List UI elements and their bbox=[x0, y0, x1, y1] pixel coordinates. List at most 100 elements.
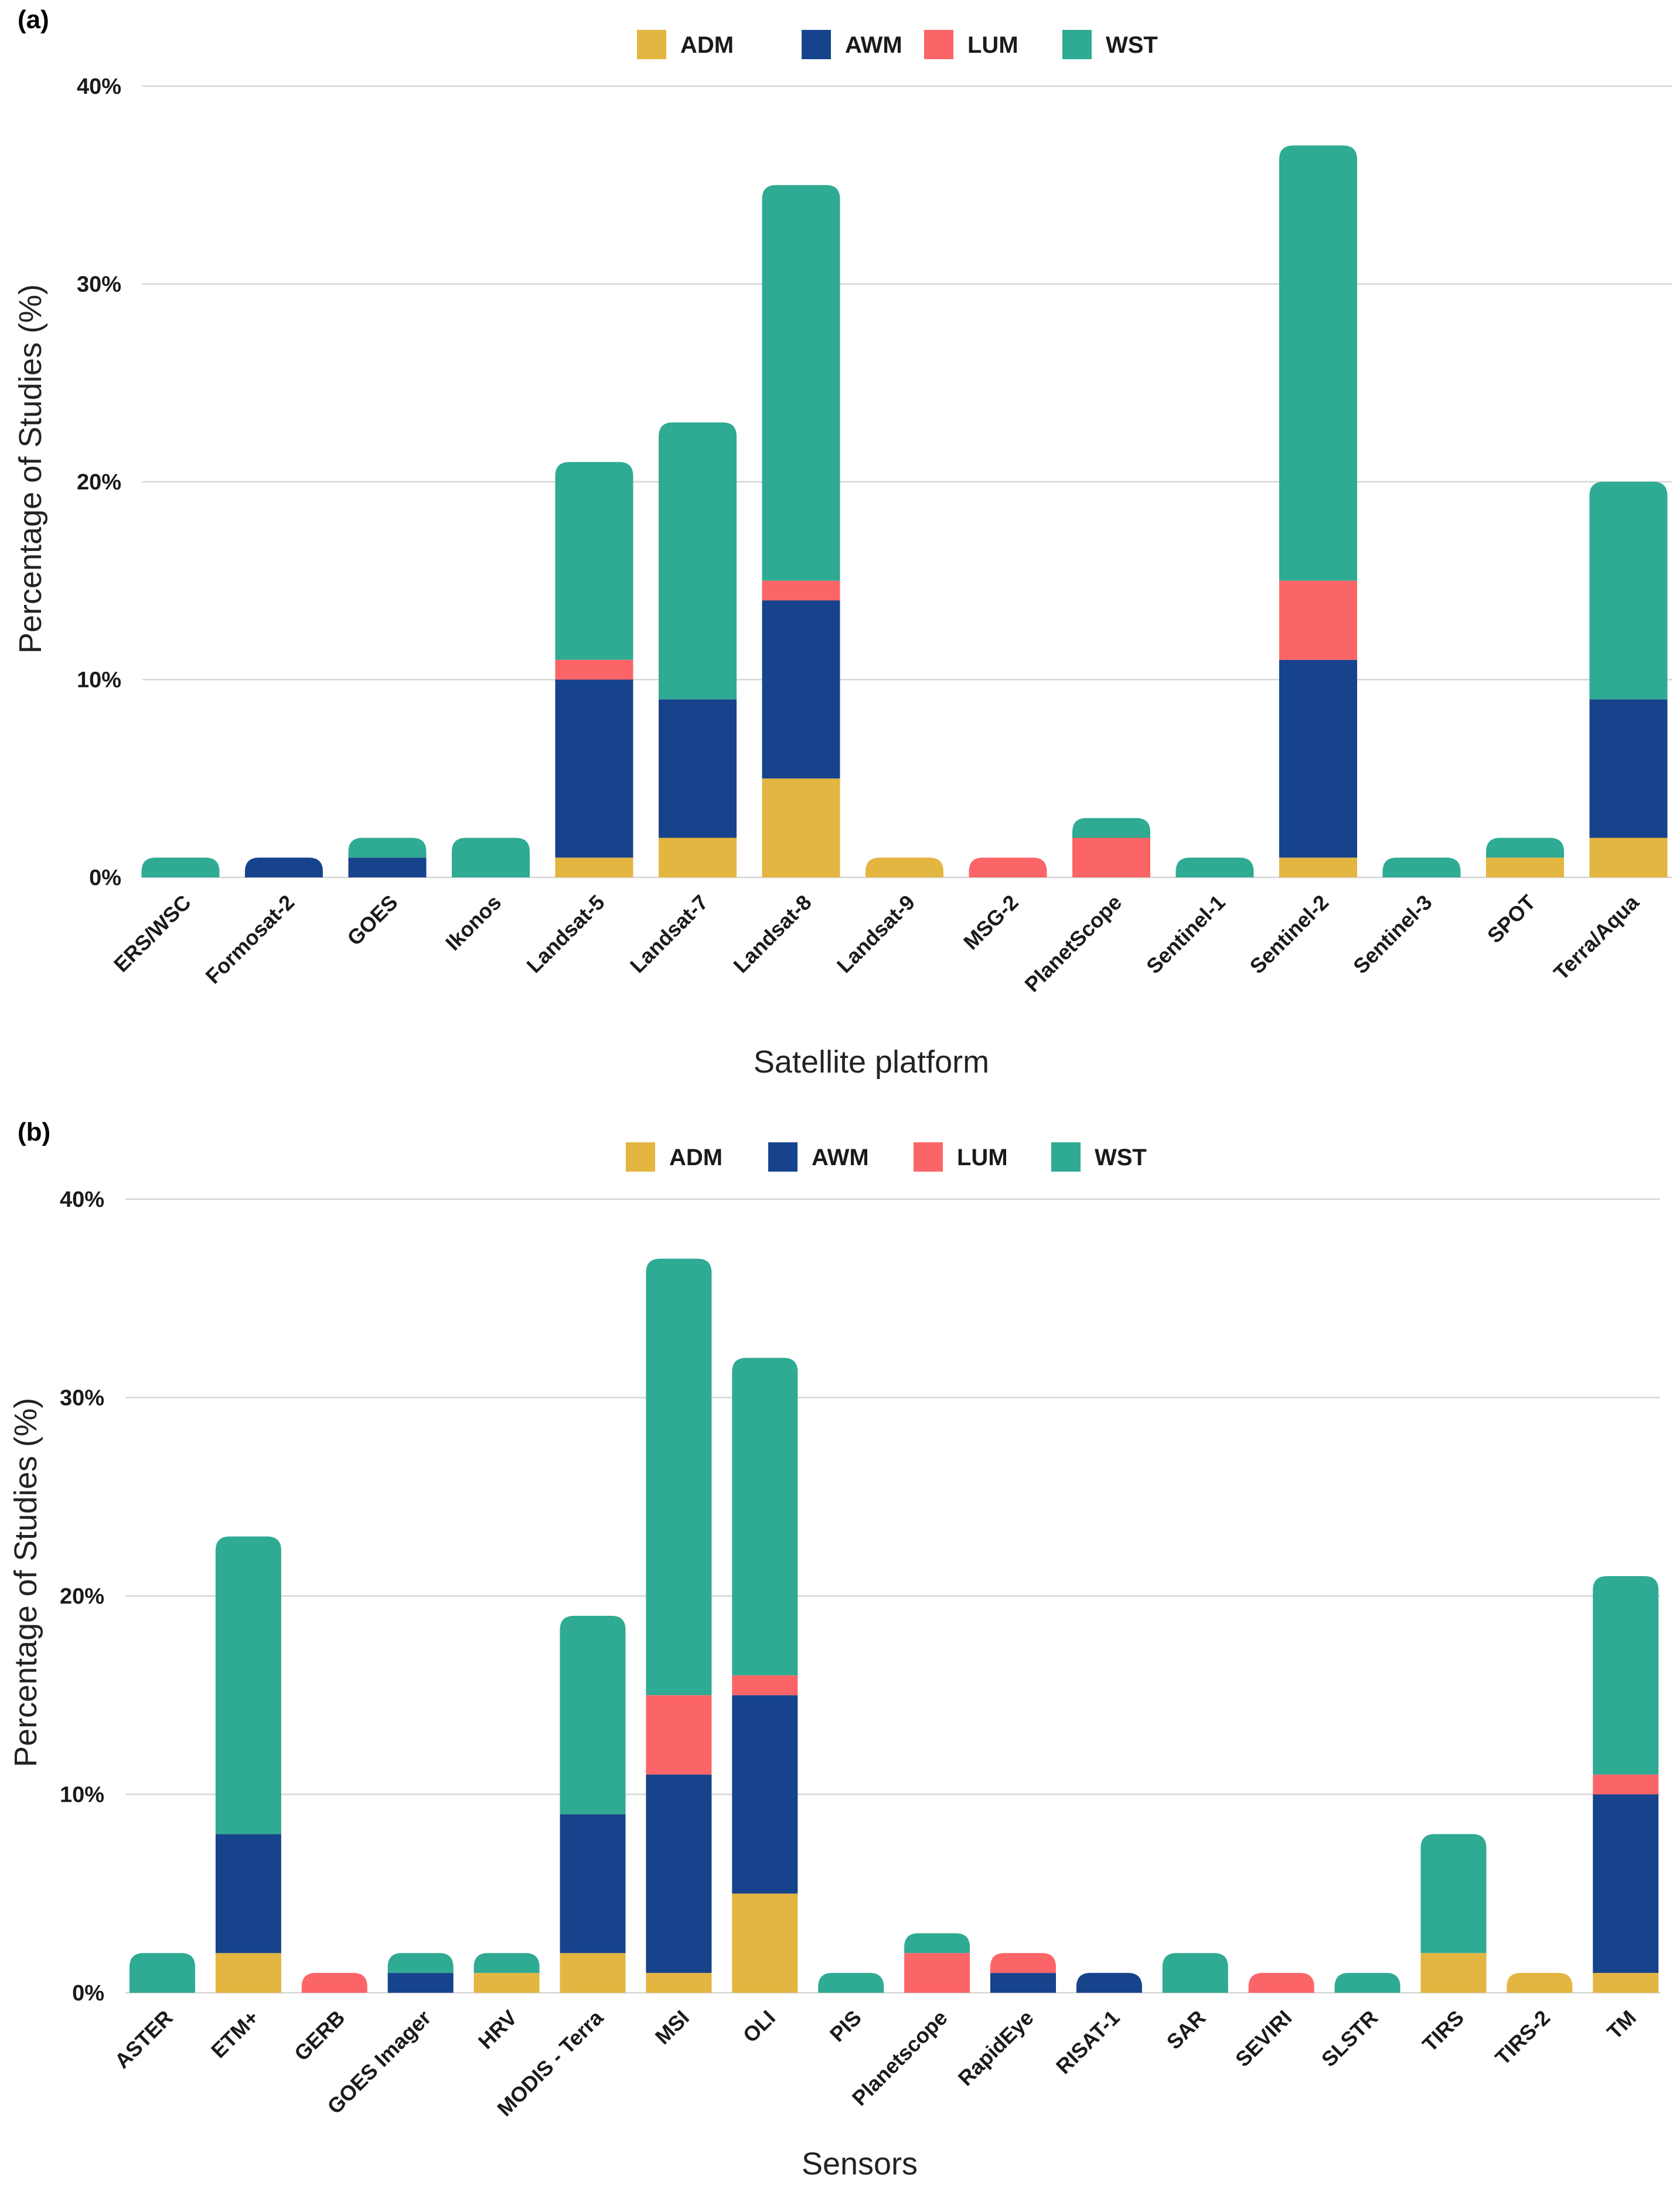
bar-segment-wst bbox=[215, 1536, 281, 1835]
bar-tirs-2 bbox=[1507, 1973, 1573, 1993]
x-tick-label: Landsat-7 bbox=[625, 890, 713, 978]
bar-segment-wst bbox=[818, 1973, 884, 1993]
bar-tm bbox=[1593, 1576, 1659, 1993]
bar-segment-wst bbox=[1072, 818, 1150, 838]
bar-oli bbox=[732, 1357, 798, 1993]
legend-label-awm: AWM bbox=[845, 32, 902, 58]
bar-segment-lum bbox=[990, 1953, 1056, 1973]
x-tick-label: SPOT bbox=[1483, 890, 1540, 948]
panel-label-a: (a) bbox=[18, 5, 49, 34]
bar-slstr bbox=[1334, 1973, 1400, 1993]
bar-segment-wst bbox=[904, 1933, 970, 1953]
bar-segment-awm bbox=[560, 1814, 626, 1953]
y-tick-label: 20% bbox=[77, 470, 121, 495]
x-tick-label: TIRS-2 bbox=[1490, 2006, 1555, 2070]
x-tick-label: PlanetScope bbox=[1020, 890, 1126, 997]
legend-swatch-lum bbox=[914, 1142, 943, 1172]
x-tick-label: SEVIRI bbox=[1231, 2006, 1296, 2071]
bar-segment-wst bbox=[646, 1258, 712, 1696]
y-axis-title-b: Percentage of Studies (%) bbox=[8, 1398, 43, 1767]
bar-segment-wst bbox=[1279, 145, 1357, 581]
x-tick-label: RISAT-1 bbox=[1051, 2006, 1124, 2079]
bar-hrv bbox=[473, 1953, 540, 1993]
bar-segment-awm bbox=[762, 600, 840, 779]
legend-a: ADM AWM LUM WST bbox=[637, 30, 1158, 59]
legend-label-lum: LUM bbox=[967, 32, 1018, 58]
bar-segment-wst bbox=[141, 857, 220, 877]
bar-segment-adm bbox=[1486, 857, 1564, 877]
bar-segment-adm bbox=[1589, 838, 1668, 877]
x-tick-label: MSI bbox=[650, 2006, 694, 2049]
bar-goes-imager bbox=[387, 1953, 454, 1993]
chart-panel-a: (a) ADM AWM LUM WST 0% 10% 20% 30% 40% ERS/WSC F… bbox=[13, 5, 1672, 1080]
y-tick-label: 10% bbox=[60, 1783, 104, 1808]
y-tick-label: 30% bbox=[60, 1386, 104, 1411]
x-tick-label: Landsat-9 bbox=[832, 890, 919, 978]
bar-segment-adm bbox=[1279, 857, 1357, 877]
x-tick-label: ETM+ bbox=[206, 2006, 264, 2063]
bar-segment-wst bbox=[1420, 1834, 1487, 1953]
bar-sentinel-2 bbox=[1279, 145, 1357, 877]
bar-segment-adm bbox=[215, 1953, 281, 1993]
bar-segment-awm bbox=[555, 679, 633, 858]
gridlines-b bbox=[125, 1198, 1660, 1994]
bar-tirs bbox=[1420, 1834, 1487, 1993]
bar-segment-adm bbox=[555, 857, 633, 877]
bar-etm- bbox=[215, 1536, 281, 1993]
y-tick-label: 40% bbox=[77, 74, 121, 99]
bar-modis-terra bbox=[560, 1615, 626, 1993]
bar-segment-lum bbox=[646, 1695, 712, 1775]
x-tick-label: SAR bbox=[1162, 2006, 1211, 2054]
x-tick-label: GOES bbox=[342, 890, 403, 951]
bar-segment-awm bbox=[659, 699, 737, 838]
bar-spot bbox=[1486, 838, 1564, 877]
bar-segment-wst bbox=[1162, 1953, 1228, 1993]
bar-segment-adm bbox=[659, 838, 737, 877]
bar-segment-lum bbox=[904, 1953, 970, 1993]
bar-segment-wst bbox=[387, 1953, 454, 1973]
x-tick-label: Formosat-2 bbox=[201, 890, 299, 989]
bar-segment-awm bbox=[1589, 699, 1668, 838]
x-tick-label: ERS/WSC bbox=[109, 890, 196, 977]
legend-swatch-wst bbox=[1062, 30, 1092, 59]
x-tick-label: MSG-2 bbox=[959, 890, 1023, 955]
y-tick-label: 20% bbox=[60, 1584, 104, 1609]
x-tick-label: ASTER bbox=[110, 2006, 177, 2073]
x-tick-label: Ikonos bbox=[441, 890, 506, 955]
legend-swatch-awm bbox=[802, 30, 831, 59]
gridlines-a bbox=[142, 85, 1672, 879]
bar-goes bbox=[348, 838, 427, 877]
bar-risat-1 bbox=[1076, 1973, 1142, 1993]
x-tick-label: Sentinel-1 bbox=[1141, 890, 1230, 979]
y-tick-label: 0% bbox=[89, 866, 121, 890]
bar-segment-lum bbox=[301, 1973, 367, 1993]
x-axis-title-b: Sensors bbox=[802, 2146, 918, 2181]
bar-segment-awm bbox=[732, 1695, 798, 1894]
bar-segment-awm bbox=[348, 857, 427, 877]
bar-segment-awm bbox=[1279, 659, 1357, 858]
legend-label-awm: AWM bbox=[812, 1145, 869, 1170]
bar-segment-awm bbox=[1076, 1973, 1142, 1993]
x-tick-label: Landsat-5 bbox=[522, 890, 609, 978]
bar-landsat-5 bbox=[555, 462, 633, 877]
x-tick-label: TM bbox=[1602, 2006, 1641, 2044]
bar-segment-lum bbox=[1072, 838, 1150, 877]
bar-segment-adm bbox=[646, 1973, 712, 1993]
bar-sentinel-3 bbox=[1382, 857, 1461, 877]
bar-landsat-8 bbox=[762, 185, 840, 877]
bar-segment-awm bbox=[1593, 1794, 1659, 1973]
x-tick-label: GERB bbox=[289, 2006, 350, 2066]
panel-label-b: (b) bbox=[18, 1118, 50, 1146]
bar-ers-wsc bbox=[141, 857, 220, 877]
bar-segment-awm bbox=[646, 1774, 712, 1973]
bar-segment-wst bbox=[1175, 857, 1254, 877]
bar-segment-lum bbox=[555, 659, 633, 680]
bar-terra-aqua bbox=[1589, 482, 1668, 877]
bar-segment-wst bbox=[1334, 1973, 1400, 1993]
bar-segment-adm bbox=[1593, 1973, 1659, 1993]
legend-b: ADM AWM LUM WST bbox=[626, 1142, 1147, 1172]
bar-segment-lum bbox=[969, 857, 1047, 877]
legend-label-adm: ADM bbox=[680, 32, 734, 58]
